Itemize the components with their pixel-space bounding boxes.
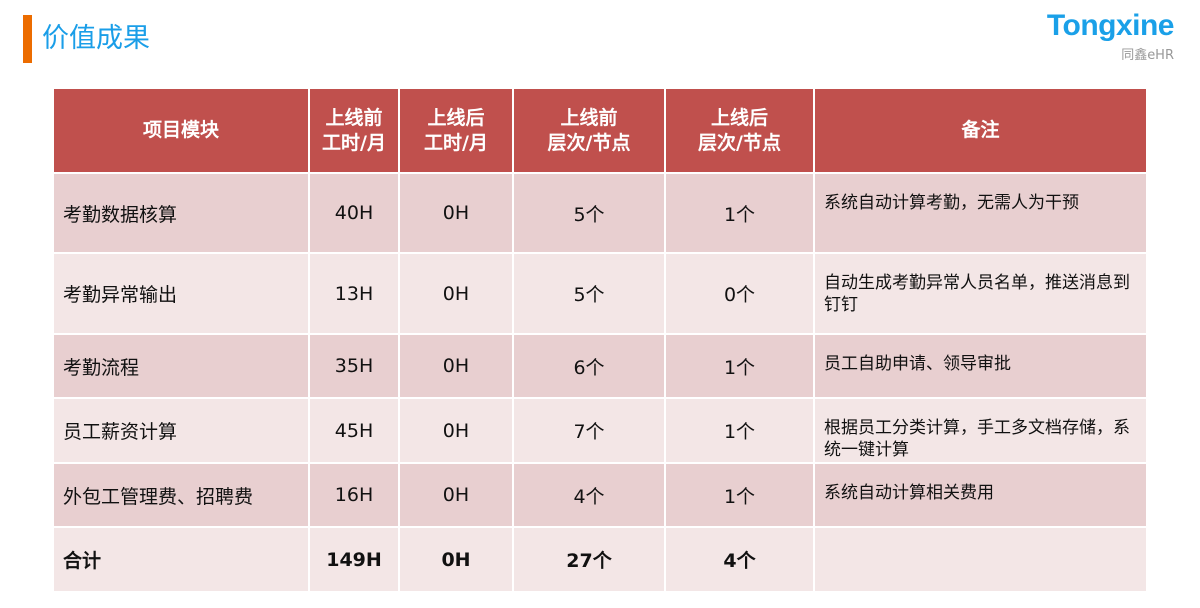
table-row: 合计 149H 0H 27个 4个 (54, 528, 1146, 591)
table-cell: 考勤异常输出 (54, 254, 308, 333)
page-title: 价值成果 (42, 23, 150, 54)
logo: Tongxine 同鑫eHR (1034, 9, 1175, 64)
column-header: 上线前 工时/月 (310, 89, 398, 172)
table-cell: 0H (400, 528, 512, 591)
table-cell: 外包工管理费、招聘费 (54, 464, 308, 526)
table-cell: 149H (310, 528, 398, 591)
header-line: 层次/节点 (547, 131, 631, 154)
note-cell: 系统自动计算相关费用 (815, 464, 1146, 526)
table-cell: 45H (310, 399, 398, 462)
note-cell: 根据员工分类计算，手工多文档存储，系统一键计算 (815, 399, 1146, 462)
table-cell: 6个 (514, 335, 664, 397)
header-line: 项目模块 (142, 119, 219, 141)
note-cell: 员工自助申请、领导审批 (815, 335, 1146, 397)
table-cell: 16H (310, 464, 398, 526)
logo-brand: Tongxine (1046, 9, 1175, 42)
table-row: 员工薪资计算 45H 0H 7个 1个 根据员工分类计算，手工多文档存储，系统一键计算 (54, 399, 1146, 462)
table-cell: 0H (400, 399, 512, 462)
column-header: 上线前 层次/节点 (514, 89, 664, 172)
table-cell: 1个 (666, 399, 813, 462)
table-cell: 4个 (514, 464, 664, 526)
table-cell: 13H (310, 254, 398, 333)
table-cell: 1个 (666, 335, 813, 397)
table-cell: 7个 (514, 399, 664, 462)
table-row: 外包工管理费、招聘费 16H 0H 4个 1个 系统自动计算相关费用 (54, 464, 1146, 526)
table-cell: 5个 (514, 254, 664, 333)
header-line: 层次/节点 (698, 131, 781, 154)
header-line: 备注 (961, 119, 1000, 141)
table-cell: 1个 (666, 464, 813, 526)
table-row: 考勤流程 35H 0H 6个 1个 员工自助申请、领导审批 (54, 335, 1146, 397)
table-cell: 27个 (514, 528, 664, 591)
column-header: 备注 (815, 89, 1146, 172)
table-cell: 员工薪资计算 (54, 399, 308, 462)
column-header: 上线后 层次/节点 (666, 89, 813, 172)
value-table: 项目模块 上线前 工时/月 上线后 工时/月 上线前 层次/节点 上线后 层次/节点 备注 考勤数… (52, 87, 1148, 593)
table-cell: 0H (400, 464, 512, 526)
table-cell: 考勤流程 (54, 335, 308, 397)
header-line: 上线后 (710, 106, 768, 129)
logo-sub: 同鑫eHR (1121, 48, 1174, 63)
table-cell: 考勤数据核算 (54, 174, 308, 252)
column-header: 项目模块 (54, 89, 308, 172)
header-line: 上线后 (427, 106, 485, 129)
table-cell: 0个 (666, 254, 813, 333)
table-cell: 40H (310, 174, 398, 252)
title-accent-bar (23, 15, 32, 63)
table-cell: 0H (400, 174, 512, 252)
header-line: 上线前 (325, 106, 383, 129)
table-cell: 1个 (666, 174, 813, 252)
note-cell (815, 528, 1146, 591)
header-line: 上线前 (560, 106, 618, 129)
table-cell: 5个 (514, 174, 664, 252)
table-cell: 0H (400, 254, 512, 333)
table-cell: 35H (310, 335, 398, 397)
table-row: 考勤数据核算 40H 0H 5个 1个 系统自动计算考勤，无需人为干预 (54, 174, 1146, 252)
table-cell: 合计 (54, 528, 308, 591)
column-header: 上线后 工时/月 (400, 89, 512, 172)
note-cell: 系统自动计算考勤，无需人为干预 (815, 174, 1146, 252)
table-cell: 4个 (666, 528, 813, 591)
note-cell: 自动生成考勤异常人员名单，推送消息到钉钉 (815, 254, 1146, 333)
header-line: 工时/月 (322, 131, 386, 154)
table-row: 考勤异常输出 13H 0H 5个 0个 自动生成考勤异常人员名单，推送消息到钉钉 (54, 254, 1146, 333)
table-cell: 0H (400, 335, 512, 397)
header-line: 工时/月 (424, 131, 488, 154)
